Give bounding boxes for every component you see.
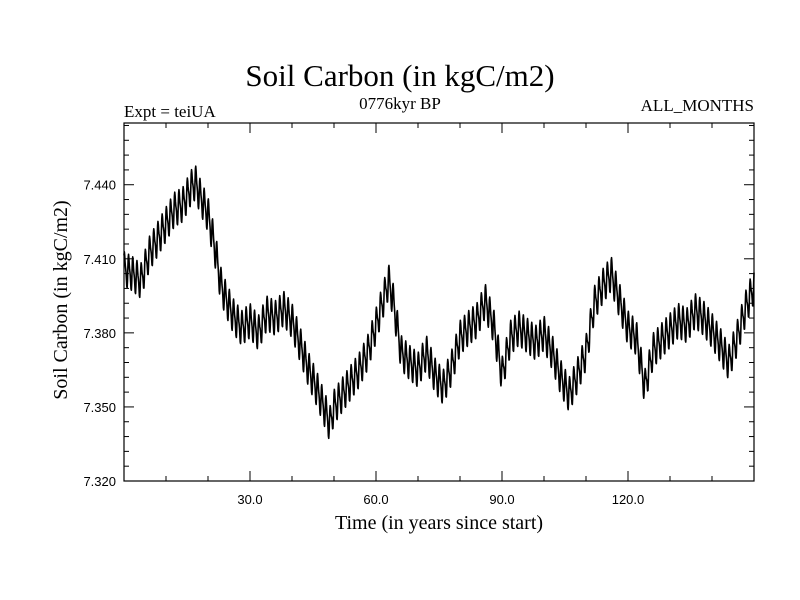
chart-title: Soil Carbon (in kgC/m2) (245, 58, 555, 93)
y-tick-label: 7.380 (83, 326, 116, 341)
series-line-soil-carbon (123, 165, 755, 440)
y-tick-label: 7.440 (83, 178, 116, 193)
x-tick-label: 60.0 (363, 492, 388, 507)
y-tick-label: 7.410 (83, 252, 116, 267)
x-tick-label: 30.0 (237, 492, 262, 507)
tick-labels: 30.0 60.0 90.0 120.0 7.320 7.350 7.380 7.410 7.4… (83, 178, 644, 507)
chart-subtitle: 0776kyr BP (359, 94, 441, 113)
y-tick-label: 7.350 (83, 400, 116, 415)
x-tick-label: 120.0 (612, 492, 645, 507)
months-label: ALL_MONTHS (640, 96, 754, 115)
x-tick-label: 90.0 (489, 492, 514, 507)
x-axis-label: Time (in years since start) (334, 512, 544, 534)
tick-marks (124, 123, 754, 482)
y-tick-label: 7.320 (83, 474, 116, 489)
experiment-label: Expt = teiUA (124, 102, 216, 121)
plot-frame (123, 122, 755, 482)
